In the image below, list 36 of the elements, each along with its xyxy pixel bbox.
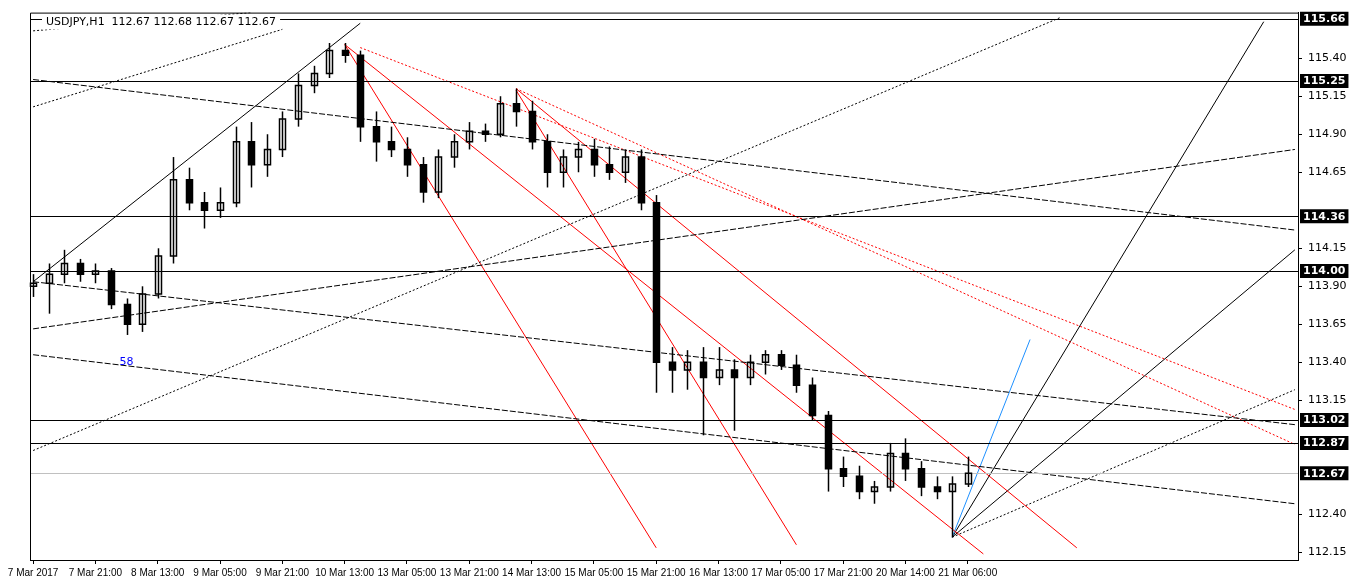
y-tick-label: 112.40 [1308, 507, 1347, 521]
y-tick-label: 113.15 [1308, 393, 1347, 407]
x-tick-label: 13 Mar 05:00 [377, 566, 437, 578]
y-tick-label: 113.90 [1308, 279, 1347, 293]
y-tick-label: 114.65 [1308, 165, 1347, 179]
ref-line-label: 113.02 [1303, 413, 1346, 427]
x-tick-label: 7 Mar 21:00 [68, 566, 123, 578]
x-tick-label: 15 Mar 05:00 [564, 566, 624, 578]
ref-line-label: 115.25 [1303, 74, 1346, 88]
y-tick-label: 115.40 [1308, 51, 1347, 65]
y-tick-label: 112.15 [1308, 545, 1347, 559]
x-tick-label: 13 Mar 21:00 [439, 566, 500, 578]
y-tick-label: 114.15 [1308, 241, 1347, 255]
x-tick-label: 20 Mar 14:00 [875, 566, 936, 578]
x-tick-label: 14 Mar 13:00 [502, 566, 562, 578]
x-tick-label: 7 Mar 2017 [7, 566, 59, 578]
ref-line-label: 112.87 [1303, 436, 1346, 450]
chart-title: USDJPY,H1 112.67 112.68 112.67 112.67 [46, 14, 277, 28]
y-tick-label: 115.15 [1308, 89, 1347, 103]
ref-line-label: 115.66 [1303, 12, 1346, 26]
x-tick-label: 9 Mar 21:00 [255, 566, 310, 578]
ref-line-label: 112.67 [1303, 466, 1346, 480]
x-tick-label: 8 Mar 13:00 [131, 566, 185, 578]
y-tick-label: 113.65 [1308, 317, 1347, 331]
y-tick-label: 113.40 [1308, 355, 1347, 369]
x-tick-label: 9 Mar 05:00 [193, 566, 248, 578]
ref-line-label: 114.36 [1303, 209, 1346, 223]
annotation: 58 [119, 355, 134, 369]
y-tick-label: 114.90 [1308, 127, 1347, 141]
x-tick-label: 16 Mar 13:00 [689, 566, 749, 578]
x-tick-label: 21 Mar 06:00 [938, 566, 998, 578]
x-tick-label: 17 Mar 21:00 [813, 566, 874, 578]
x-tick-label: 17 Mar 05:00 [751, 566, 811, 578]
x-tick-label: 10 Mar 13:00 [315, 566, 375, 578]
x-tick-label: 15 Mar 21:00 [626, 566, 687, 578]
ref-line-label: 114.00 [1303, 264, 1346, 278]
